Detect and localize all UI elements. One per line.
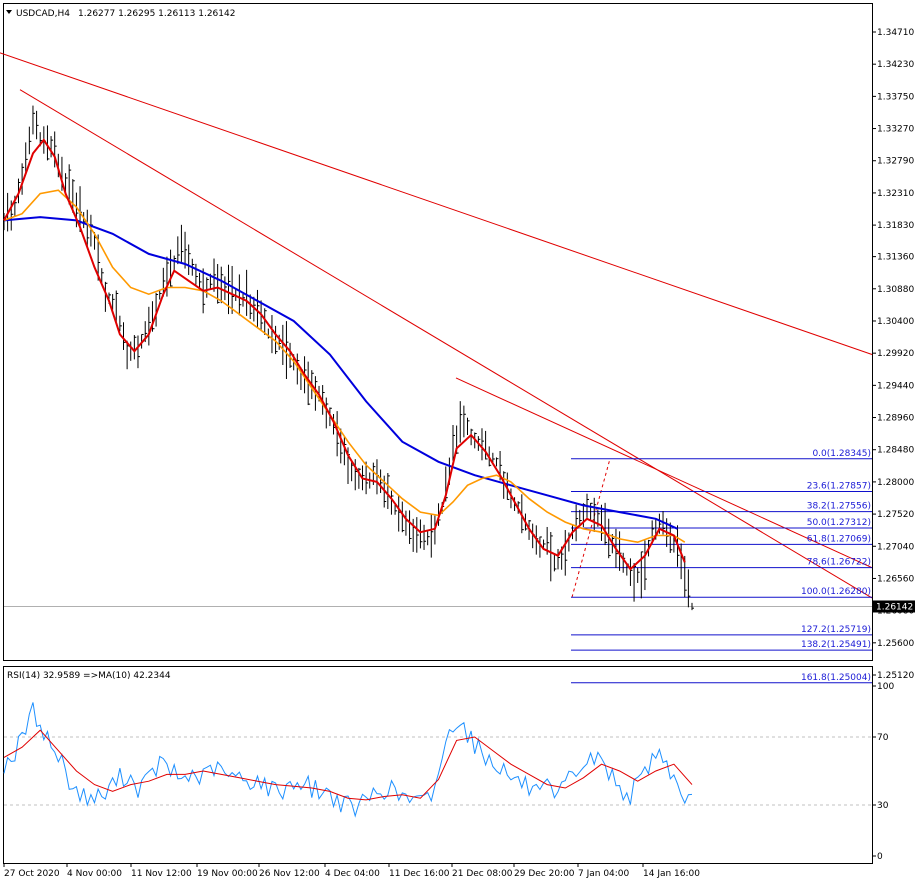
time-axis[interactable]: 27 Oct 2020 4 Nov 00:00 11 Nov 12:00 19 Nov…	[3, 863, 700, 879]
price-tick-label: 1.28000	[877, 478, 914, 488]
fib-level-label: 61.8(1.27069)	[807, 534, 871, 544]
rsi-panel-frame	[3, 666, 873, 864]
time-tick-label: 19 Nov 00:00	[197, 869, 258, 879]
fib-level-label: 23.6(1.27857)	[807, 481, 871, 491]
price-tick-label: 1.28480	[877, 446, 914, 456]
fib-level-label: 100.0(1.26280)	[801, 587, 871, 597]
price-tick-label: 1.29440	[877, 381, 914, 391]
symbol-timeframe[interactable]: USDCAD,H4	[16, 9, 70, 19]
fib-level-label: 138.2(1.25491)	[801, 640, 871, 650]
price-tick-label: 1.25600	[877, 639, 914, 649]
trendline-lower[interactable]	[455, 377, 873, 569]
fibonacci-retracement[interactable]: 0.0(1.28345) 23.6(1.27857) 38.2(1.27556) 50…	[571, 449, 872, 684]
time-tick-label: 27 Oct 2020	[4, 869, 60, 879]
ema_mid-line	[3, 189, 686, 544]
ema_slow-line	[3, 216, 678, 530]
fib-level-label: 127.2(1.25719)	[801, 625, 871, 635]
time-tick-label: 11 Nov 12:00	[131, 869, 192, 879]
rsi-axis[interactable]: 100 70 30 0	[872, 682, 894, 862]
time-tick-label: 21 Dec 08:00	[452, 869, 513, 879]
price-tick-label: 1.32790	[877, 157, 914, 167]
current-price-label: 1.26142	[876, 602, 913, 612]
time-tick-label: 14 Jan 16:00	[643, 869, 700, 879]
ohlc-readout: 1.26277 1.26295 1.26113 1.26142	[78, 9, 235, 19]
price-tick-label: 1.33750	[877, 92, 914, 102]
price-tick-label: 1.29920	[877, 349, 914, 359]
trendline-middle[interactable]	[19, 89, 873, 599]
ema_fast-line	[3, 138, 686, 571]
fib-level-label: 50.0(1.27312)	[807, 518, 871, 528]
rsi-tick-label: 0	[877, 852, 883, 862]
rsi-tick-label: 100	[877, 682, 894, 692]
current-price-tag	[873, 600, 915, 613]
rsi-line	[3, 702, 693, 818]
rsi-ma-line	[3, 729, 693, 801]
rsi-tick-label: 30	[877, 801, 889, 811]
grid-layer	[4, 605, 872, 806]
symbol-dropdown-icon[interactable]	[6, 10, 12, 14]
trendlines[interactable]	[0, 52, 873, 599]
price-tick-label: 1.31360	[877, 253, 914, 263]
trendline-upper[interactable]	[0, 52, 873, 355]
time-tick-label: 29 Dec 20:00	[514, 869, 575, 879]
price-tick-label: 1.27040	[877, 542, 914, 552]
rsi-tick-label: 70	[877, 733, 889, 743]
moving-averages	[3, 138, 686, 571]
rsi-header-label: RSI(14) 32.9589 =>MA(10) 42.2344	[7, 671, 171, 681]
main-panel-frame	[3, 3, 873, 661]
time-tick-label: 4 Nov 00:00	[67, 869, 122, 879]
price-bars	[3, 105, 694, 611]
time-tick-label: 7 Jan 04:00	[578, 869, 630, 879]
price-tick-label: 1.34710	[877, 28, 914, 38]
fib-level-label: 0.0(1.28345)	[812, 449, 871, 459]
time-tick-label: 26 Nov 12:00	[259, 869, 320, 879]
price-tick-label: 1.33270	[877, 125, 914, 135]
price-tick-label: 1.30400	[877, 317, 914, 327]
price-tick-label: 1.28960	[877, 414, 914, 424]
rsi-indicator	[3, 702, 693, 818]
fib-level-label: 161.8(1.25004)	[801, 673, 871, 683]
price-tick-label: 1.32310	[877, 189, 914, 199]
price-axis[interactable]: 1.34710 1.34230 1.33750 1.33270 1.32790 1.323…	[872, 28, 915, 681]
price-tick-label: 1.27520	[877, 510, 914, 520]
price-tick-label: 1.34230	[877, 60, 914, 70]
price-tick-label: 1.31830	[877, 221, 914, 231]
fib-level-label: 78.6(1.26722)	[807, 558, 871, 568]
price-tick-label: 1.26560	[877, 574, 914, 584]
time-tick-label: 11 Dec 16:00	[389, 869, 450, 879]
fib-level-label: 38.2(1.27556)	[807, 502, 871, 512]
time-tick-label: 4 Dec 04:00	[325, 869, 380, 879]
price-tick-label: 1.25120	[877, 671, 914, 681]
price-tick-label: 1.30880	[877, 285, 914, 295]
